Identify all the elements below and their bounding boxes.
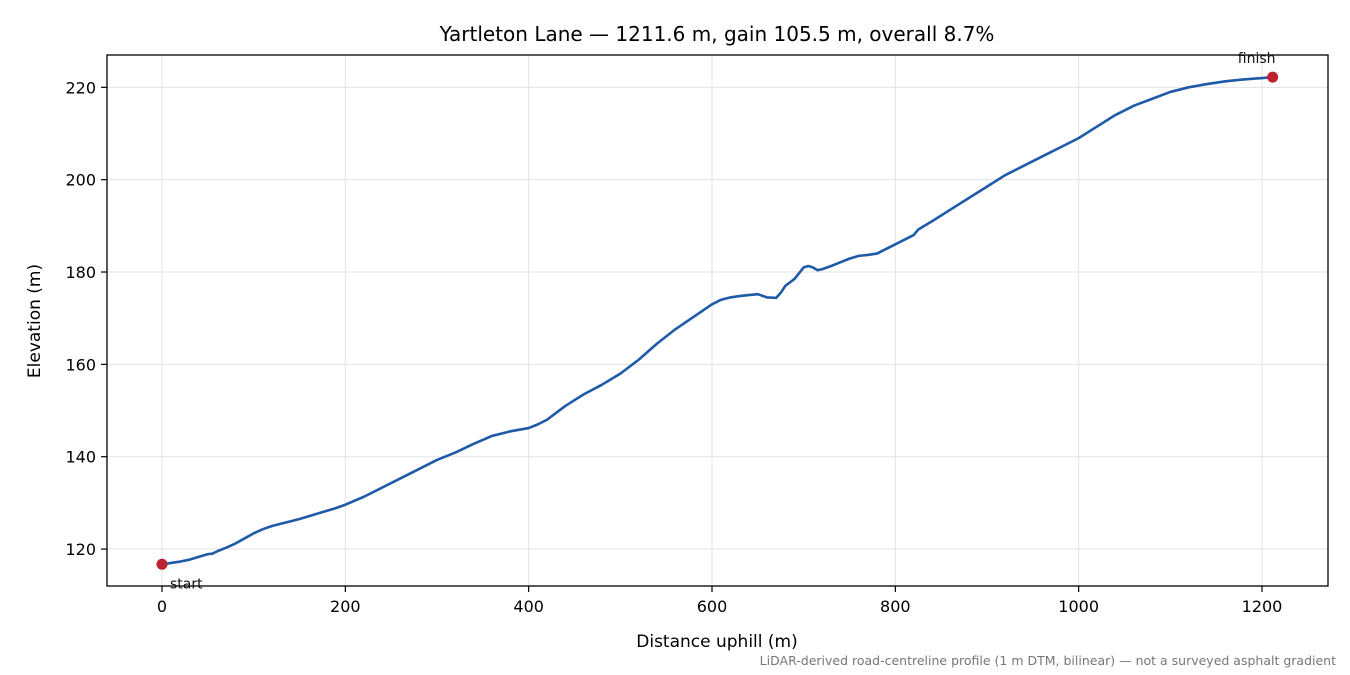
axes-frame	[106, 54, 1329, 587]
grid-lines	[107, 55, 1328, 586]
start-marker	[156, 558, 168, 570]
finish-marker	[1267, 71, 1279, 83]
x-tick-label: 1200	[1242, 597, 1283, 616]
finish-label: finish	[1238, 51, 1276, 67]
x-tick-label: 1000	[1058, 597, 1099, 616]
start-label: start	[170, 576, 203, 592]
axes	[106, 54, 1329, 587]
elevation-line	[160, 75, 1274, 566]
y-tick-label: 140	[65, 448, 96, 467]
x-tick-label: 0	[157, 597, 167, 616]
y-tick-label: 200	[65, 171, 96, 190]
x-tick-label: 600	[697, 597, 728, 616]
tick-labels: 0 200 400 600 800 1000 1200 120 140 160 180 200 220	[65, 78, 1282, 616]
y-tick-label: 120	[65, 540, 96, 559]
x-tick-label: 400	[513, 597, 544, 616]
y-axis-label: Elevation (m)	[25, 264, 45, 378]
plot-area	[160, 75, 1274, 566]
y-tick-label: 220	[65, 78, 96, 97]
y-tick-label: 180	[65, 263, 96, 282]
x-tick-label: 800	[880, 597, 911, 616]
x-tick-label: 200	[330, 597, 361, 616]
footnote: LiDAR-derived road-centreline profile (1…	[760, 653, 1336, 668]
y-tick-label: 160	[65, 355, 96, 374]
markers: start finish	[156, 51, 1279, 592]
x-axis-label: Distance uphill (m)	[636, 632, 797, 652]
chart-title: Yartleton Lane — 1211.6 m, gain 105.5 m,…	[439, 22, 995, 46]
